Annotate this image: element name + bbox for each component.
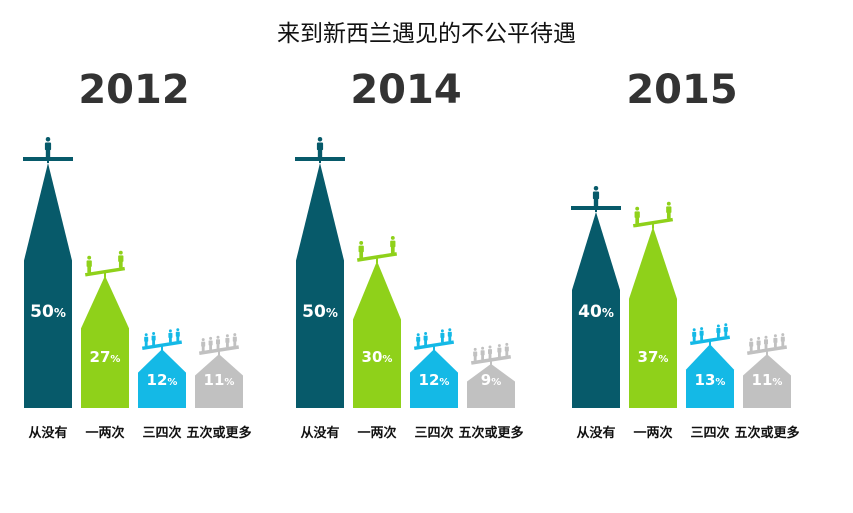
year-label: 2014 (350, 67, 461, 113)
person-icon (773, 334, 778, 348)
seesaw-icon (689, 323, 731, 347)
person-icon (232, 333, 237, 347)
person-icon (316, 137, 324, 157)
seesaw-icon (746, 333, 788, 357)
data-label: 50% (302, 302, 338, 322)
person-icon (473, 347, 478, 361)
person-icon (723, 323, 728, 337)
data-label: 11% (752, 371, 783, 389)
person-icon (497, 344, 502, 358)
category-label: 五次或更多 (186, 425, 251, 441)
person-icon (118, 250, 124, 268)
data-label: 27% (90, 348, 121, 366)
bar-2012-3 (195, 354, 243, 408)
category-label: 从没有 (576, 425, 615, 441)
person-icon (208, 336, 213, 350)
category-label: 五次或更多 (734, 425, 799, 441)
data-label: 30% (362, 348, 393, 366)
seesaw-icon (23, 137, 73, 163)
person-icon (416, 333, 421, 347)
data-label: 50% (30, 302, 66, 322)
person-icon (666, 201, 672, 219)
seesaw-icon (413, 328, 455, 352)
person-icon (634, 206, 640, 224)
person-icon (764, 335, 769, 349)
bar-2012-1 (81, 275, 129, 408)
bar-2014-0 (296, 163, 344, 408)
category-label: 一两次 (357, 425, 396, 441)
person-icon (756, 336, 761, 350)
person-icon (168, 329, 173, 343)
bar-2014-3 (467, 363, 515, 408)
person-icon (225, 334, 230, 348)
bar-2015-3 (743, 354, 791, 408)
seesaw-icon (571, 186, 621, 212)
person-icon (390, 235, 396, 253)
category-label: 从没有 (300, 425, 339, 441)
person-icon (358, 241, 364, 259)
seesaw-icon (470, 342, 512, 366)
person-icon (216, 335, 221, 349)
person-icon (504, 342, 509, 356)
year-label: 2012 (78, 67, 189, 113)
person-icon (488, 345, 493, 359)
bar-2012-2 (138, 349, 186, 408)
person-icon (86, 255, 92, 273)
person-icon (592, 186, 600, 206)
person-icon (151, 332, 156, 346)
category-label: 一两次 (85, 425, 124, 441)
person-icon (44, 137, 52, 157)
seesaw-icon (356, 235, 398, 263)
category-label: 三四次 (142, 425, 181, 441)
chart-group-2014: 2014 50% 从没有 30% 一两次 12% 三四次 9% 五次或更多 (295, 67, 524, 441)
person-icon (749, 338, 754, 352)
bar-2012-0 (24, 163, 72, 408)
bar-2014-1 (353, 261, 401, 408)
data-label: 37% (638, 348, 669, 366)
data-label: 13% (695, 371, 726, 389)
seesaw-icon (632, 201, 674, 229)
bar-2015-1 (629, 226, 677, 408)
data-label: 40% (578, 302, 614, 322)
chart-group-2015: 2015 40% 从没有 37% 一两次 13% 三四次 11% 五次或更多 (571, 67, 800, 441)
seesaw-icon (198, 333, 240, 357)
person-icon (144, 333, 149, 347)
seesaw-icon (141, 328, 183, 352)
data-label: 11% (204, 371, 235, 389)
bar-2014-2 (410, 349, 458, 408)
seesaw-icon (295, 137, 345, 163)
person-icon (447, 328, 452, 342)
chart-group-2012: 2012 50% 从没有 27% 一两次 12% 三四次 11% 五次或更多 (23, 67, 252, 441)
seesaw-icon (84, 250, 126, 278)
category-label: 一两次 (633, 425, 672, 441)
person-icon (423, 332, 428, 346)
chart-title: 来到新西兰遇见的不公平待遇 (277, 21, 576, 47)
data-label: 12% (419, 371, 450, 389)
category-label: 三四次 (690, 425, 729, 441)
person-icon (201, 338, 206, 352)
data-label: 9% (481, 371, 501, 389)
person-icon (175, 328, 180, 342)
person-icon (699, 327, 704, 341)
category-label: 从没有 (28, 425, 67, 441)
person-icon (780, 333, 785, 347)
category-label: 三四次 (414, 425, 453, 441)
person-icon (440, 329, 445, 343)
bar-2015-0 (572, 212, 620, 408)
person-icon (692, 328, 697, 342)
data-label: 12% (147, 371, 178, 389)
category-label: 五次或更多 (458, 425, 523, 441)
bar-2015-2 (686, 344, 734, 408)
person-icon (480, 346, 485, 360)
year-label: 2015 (626, 67, 737, 113)
person-icon (716, 324, 721, 338)
